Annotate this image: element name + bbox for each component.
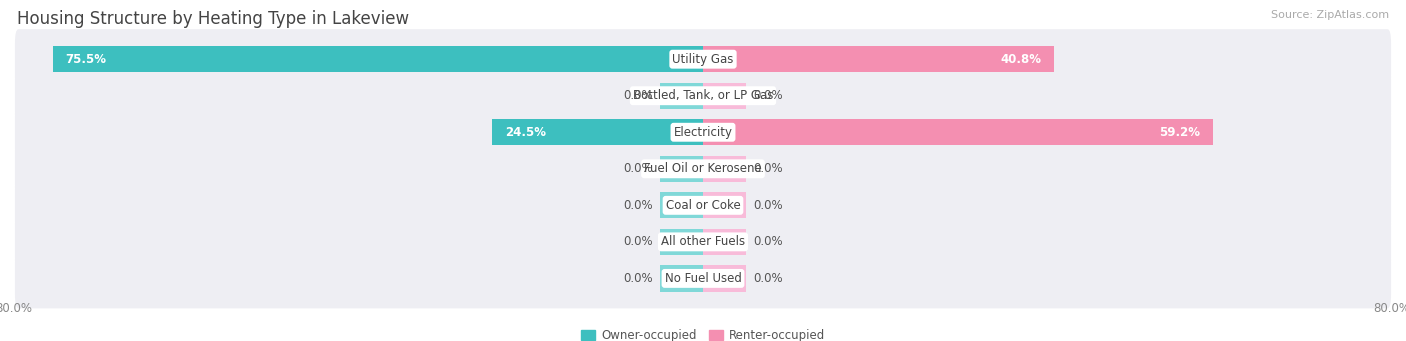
Bar bbox=[659, 229, 703, 255]
FancyBboxPatch shape bbox=[15, 139, 1391, 199]
Text: Electricity: Electricity bbox=[673, 126, 733, 139]
Text: 0.0%: 0.0% bbox=[754, 199, 783, 212]
Text: 0.0%: 0.0% bbox=[754, 272, 783, 285]
Bar bbox=[659, 155, 703, 182]
Text: All other Fuels: All other Fuels bbox=[661, 235, 745, 248]
FancyBboxPatch shape bbox=[15, 66, 1391, 126]
Bar bbox=[703, 265, 747, 292]
Bar bbox=[53, 46, 703, 72]
Text: 0.0%: 0.0% bbox=[623, 162, 652, 175]
Text: 24.5%: 24.5% bbox=[505, 126, 546, 139]
Text: Source: ZipAtlas.com: Source: ZipAtlas.com bbox=[1271, 10, 1389, 20]
Text: 59.2%: 59.2% bbox=[1159, 126, 1199, 139]
FancyBboxPatch shape bbox=[15, 175, 1391, 235]
Bar bbox=[703, 192, 747, 219]
Text: 40.8%: 40.8% bbox=[1001, 53, 1042, 66]
Bar bbox=[659, 83, 703, 109]
Bar bbox=[703, 83, 747, 109]
Text: 0.0%: 0.0% bbox=[623, 199, 652, 212]
Bar bbox=[703, 119, 1213, 145]
Text: Bottled, Tank, or LP Gas: Bottled, Tank, or LP Gas bbox=[633, 89, 773, 102]
Text: Housing Structure by Heating Type in Lakeview: Housing Structure by Heating Type in Lak… bbox=[17, 10, 409, 28]
Bar bbox=[659, 265, 703, 292]
Text: Utility Gas: Utility Gas bbox=[672, 53, 734, 66]
Text: No Fuel Used: No Fuel Used bbox=[665, 272, 741, 285]
Text: 0.0%: 0.0% bbox=[623, 272, 652, 285]
Bar bbox=[492, 119, 703, 145]
FancyBboxPatch shape bbox=[15, 212, 1391, 272]
Text: 75.5%: 75.5% bbox=[66, 53, 107, 66]
Text: Coal or Coke: Coal or Coke bbox=[665, 199, 741, 212]
Bar bbox=[703, 46, 1054, 72]
FancyBboxPatch shape bbox=[15, 249, 1391, 308]
Text: 0.0%: 0.0% bbox=[623, 235, 652, 248]
Text: 0.0%: 0.0% bbox=[754, 235, 783, 248]
Text: 0.0%: 0.0% bbox=[623, 89, 652, 102]
Bar bbox=[703, 229, 747, 255]
Text: 0.0%: 0.0% bbox=[754, 89, 783, 102]
FancyBboxPatch shape bbox=[15, 102, 1391, 162]
Text: Fuel Oil or Kerosene: Fuel Oil or Kerosene bbox=[644, 162, 762, 175]
FancyBboxPatch shape bbox=[15, 29, 1391, 89]
Bar bbox=[659, 192, 703, 219]
Bar bbox=[703, 155, 747, 182]
Legend: Owner-occupied, Renter-occupied: Owner-occupied, Renter-occupied bbox=[576, 325, 830, 341]
Text: 0.0%: 0.0% bbox=[754, 162, 783, 175]
